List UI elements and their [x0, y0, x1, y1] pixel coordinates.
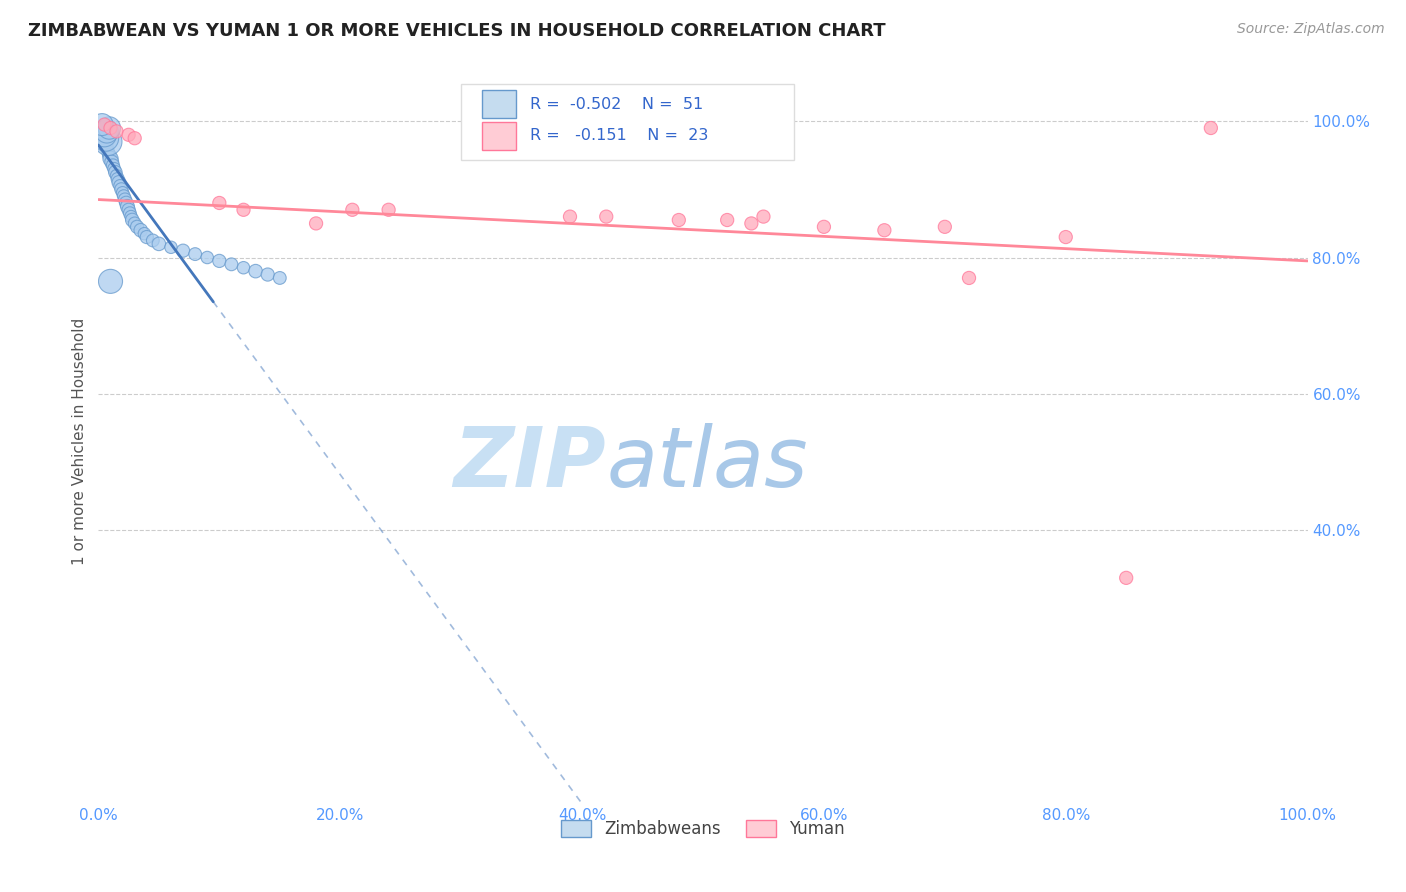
Point — [91, 131, 114, 145]
Point — [91, 118, 114, 132]
Point — [98, 120, 121, 135]
Point — [377, 202, 399, 217]
Bar — [482, 122, 516, 150]
Point — [269, 271, 291, 285]
Point — [94, 138, 117, 153]
Point — [1054, 230, 1077, 244]
Point — [120, 210, 142, 224]
Text: ZIMBABWEAN VS YUMAN 1 OR MORE VEHICLES IN HOUSEHOLD CORRELATION CHART: ZIMBABWEAN VS YUMAN 1 OR MORE VEHICLES I… — [28, 22, 886, 40]
Point — [256, 268, 278, 282]
Point — [118, 128, 141, 142]
Point — [97, 145, 120, 159]
Point — [100, 274, 122, 288]
Point — [595, 210, 617, 224]
Point — [101, 159, 124, 173]
Point — [134, 227, 156, 241]
Point — [93, 135, 115, 149]
Point — [172, 244, 194, 258]
Point — [97, 135, 120, 149]
Point — [1115, 571, 1137, 585]
Point — [100, 155, 122, 169]
Text: R =  -0.502    N =  51: R = -0.502 N = 51 — [530, 96, 703, 112]
Point — [96, 124, 118, 138]
Point — [184, 247, 207, 261]
Point — [96, 141, 118, 155]
Point — [115, 196, 138, 211]
Text: Source: ZipAtlas.com: Source: ZipAtlas.com — [1237, 22, 1385, 37]
Point — [752, 210, 775, 224]
Point — [208, 254, 231, 268]
Point — [221, 257, 243, 271]
Point — [124, 216, 146, 230]
Text: ZIP: ZIP — [454, 423, 606, 504]
Point — [90, 120, 112, 135]
Point — [208, 196, 231, 211]
Point — [118, 206, 141, 220]
Point — [934, 219, 956, 234]
Point — [91, 128, 114, 142]
Bar — [482, 90, 516, 118]
Point — [94, 131, 117, 145]
Point — [121, 213, 143, 227]
Point — [232, 260, 254, 275]
Point — [93, 128, 115, 142]
Point — [160, 240, 183, 254]
Point — [93, 118, 115, 132]
Point — [100, 152, 122, 166]
Point — [873, 223, 896, 237]
Text: R =   -0.151    N =  23: R = -0.151 N = 23 — [530, 128, 709, 144]
Point — [124, 131, 146, 145]
Point — [108, 178, 131, 193]
Point — [1199, 120, 1222, 135]
Point — [114, 193, 136, 207]
Point — [108, 176, 131, 190]
Point — [148, 236, 170, 251]
Point — [98, 148, 121, 162]
Point — [305, 216, 328, 230]
Point — [105, 169, 128, 183]
Point — [105, 124, 128, 138]
Point — [103, 161, 125, 176]
Point — [558, 210, 581, 224]
Point — [245, 264, 267, 278]
Point — [127, 219, 149, 234]
Point — [104, 165, 127, 179]
Point — [813, 219, 835, 234]
Point — [118, 202, 141, 217]
Point — [195, 251, 218, 265]
Text: atlas: atlas — [606, 423, 808, 504]
Point — [117, 199, 139, 213]
Point — [107, 172, 129, 186]
Point — [142, 234, 165, 248]
Legend: Zimbabweans, Yuman: Zimbabweans, Yuman — [554, 814, 852, 845]
Point — [129, 223, 152, 237]
Point — [740, 216, 762, 230]
Point — [135, 230, 157, 244]
Point — [100, 120, 122, 135]
Point — [342, 202, 364, 217]
Point — [668, 213, 690, 227]
Point — [111, 186, 134, 200]
Point — [716, 213, 738, 227]
Point — [112, 189, 135, 203]
Point — [110, 182, 132, 196]
Point — [957, 271, 980, 285]
Y-axis label: 1 or more Vehicles in Household: 1 or more Vehicles in Household — [72, 318, 87, 566]
Point — [232, 202, 254, 217]
FancyBboxPatch shape — [461, 84, 793, 160]
